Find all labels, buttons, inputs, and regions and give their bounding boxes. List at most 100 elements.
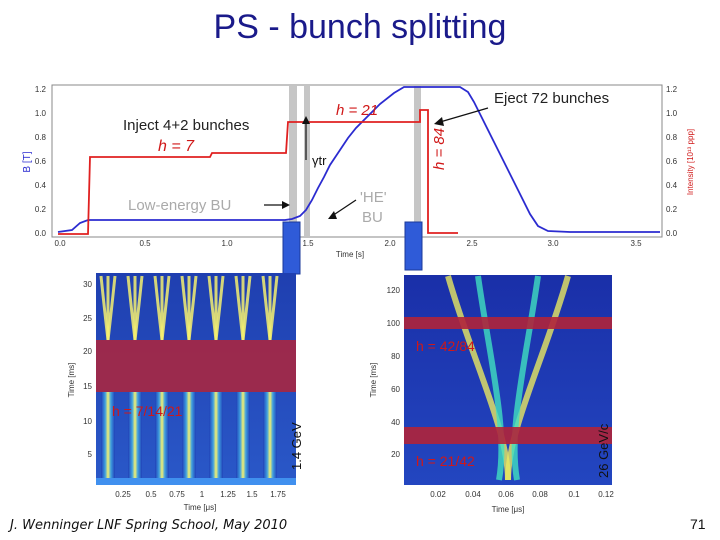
split-branch [241, 275, 252, 341]
bunch-traces [99, 275, 279, 478]
x-tick: 0.5 [139, 239, 151, 248]
split-branch [160, 275, 171, 341]
y-tick: 120 [387, 286, 401, 295]
y-tick: 1.2 [35, 85, 47, 94]
x-tick: 1.0 [221, 239, 233, 248]
he-bu-arrowhead [328, 211, 337, 219]
left-h-annotation: h = 7/14/21 [112, 403, 183, 419]
split-branch [133, 275, 144, 341]
split-branch [268, 275, 279, 341]
x-tick: 2.0 [384, 239, 396, 248]
y-tick: 0.0 [35, 229, 47, 238]
split-branch [445, 275, 511, 481]
y-tick: 25 [83, 314, 92, 323]
low-energy-bu-label: Low-energy BU [128, 197, 231, 214]
h84-annotation: h = 84 [431, 128, 448, 170]
inject-annotation: Inject 4+2 bunches [123, 117, 249, 134]
b-field-curve [57, 86, 660, 233]
right-y-axis: 20 40 60 80 100 120 [387, 286, 401, 459]
right-y-label: Time [ms] [369, 363, 378, 398]
split-band-bottom [404, 427, 612, 444]
right-x-axis: 0.02 0.04 0.06 0.08 0.1 0.12 [430, 490, 614, 499]
y-tick: 80 [391, 352, 400, 361]
right-h-annotation-top: h = 42/84 [416, 338, 475, 354]
bunch-trace [128, 392, 142, 478]
x-tick: 0.25 [115, 490, 131, 499]
eject-arrow [439, 107, 489, 123]
split-branch [505, 275, 571, 481]
x-tick: 1.75 [270, 490, 286, 499]
bunch-trace [236, 392, 250, 478]
y-tick: 0.0 [666, 229, 678, 238]
x-tick: 0.1 [568, 490, 580, 499]
left-x-label: Time [μs] [184, 503, 217, 512]
gamma-tr-annotation: γtr [312, 153, 327, 168]
y-axis-label-right: Intensity [10¹³ ppp] [686, 129, 695, 195]
y-tick: 0.4 [35, 181, 47, 190]
y-tick: 1.0 [666, 109, 678, 118]
x-tick: 3.0 [547, 239, 559, 248]
y-tick: 5 [88, 450, 93, 459]
he-bu-arrow [331, 199, 357, 217]
x-tick: 1.5 [246, 490, 258, 499]
x-tick: 1.25 [220, 490, 236, 499]
right-h-annotation-bottom: h = 21/42 [416, 453, 475, 469]
x-tick: 0.12 [598, 490, 614, 499]
left-y-label: Time [ms] [67, 363, 76, 398]
x-tick: 3.5 [630, 239, 642, 248]
eject-arrowhead [434, 117, 444, 126]
bunch-trace [263, 392, 277, 478]
y-tick: 0.8 [35, 133, 47, 142]
x-tick: 1 [200, 490, 205, 499]
x-tick: 0.5 [145, 490, 157, 499]
y-tick: 0.6 [666, 157, 678, 166]
y-tick: 10 [83, 417, 92, 426]
y-axis-label-left: B [T] [22, 151, 33, 172]
low-energy-arrowhead [282, 201, 290, 209]
split-branch [511, 275, 541, 481]
y-tick: 100 [387, 319, 401, 328]
x-tick: 0.0 [54, 239, 66, 248]
y-tick: 0.2 [666, 205, 678, 214]
y-tick: 30 [83, 280, 92, 289]
split-band-top [404, 317, 612, 329]
right-y-axis: 0.0 0.2 0.4 0.6 0.8 1.0 1.2 [666, 85, 678, 238]
y-tick: 1.0 [35, 109, 47, 118]
slide-title: PS - bunch splitting [213, 8, 507, 46]
left-y-axis: 5 10 15 20 25 30 [83, 280, 92, 459]
h7-annotation: h = 7 [158, 138, 195, 155]
x-axis: 0.0 0.5 1.0 1.5 2.0 2.5 3.0 3.5 [54, 239, 642, 248]
split-branch [475, 275, 505, 481]
arrow-to-right-plot [404, 221, 423, 271]
y-tick: 60 [391, 385, 400, 394]
y-tick: 0.4 [666, 181, 678, 190]
x-tick: 0.04 [465, 490, 481, 499]
left-energy-label: 1.4 GeV [289, 422, 304, 470]
split-branch [106, 275, 117, 341]
x-tick: 1.5 [302, 239, 314, 248]
bunch-trace [155, 392, 169, 478]
bunch-trace [182, 392, 196, 478]
he-bu-label-2: BU [362, 209, 383, 226]
split-branch [187, 275, 198, 341]
splitting-marker-3 [414, 86, 421, 236]
bunch-trace [101, 392, 115, 478]
y-tick: 0.2 [35, 205, 47, 214]
right-x-label: Time [μs] [492, 505, 525, 514]
y-tick: 0.6 [35, 157, 47, 166]
split-branch [214, 275, 225, 341]
h21-annotation: h = 21 [336, 102, 378, 119]
footer-citation: J. Wenninger LNF Spring School, May 2010 [10, 518, 288, 533]
page-number: 71 [690, 516, 706, 532]
plot-frame [51, 84, 663, 238]
x-tick: 2.5 [466, 239, 478, 248]
y-tick: 20 [83, 347, 92, 356]
y-tick: 0.8 [666, 133, 678, 142]
splitting-highlight [96, 340, 296, 392]
x-tick: 0.06 [498, 490, 514, 499]
left-y-axis: 0.0 0.2 0.4 0.6 0.8 1.0 1.2 [35, 85, 47, 238]
splitting-marker-2 [304, 86, 310, 236]
